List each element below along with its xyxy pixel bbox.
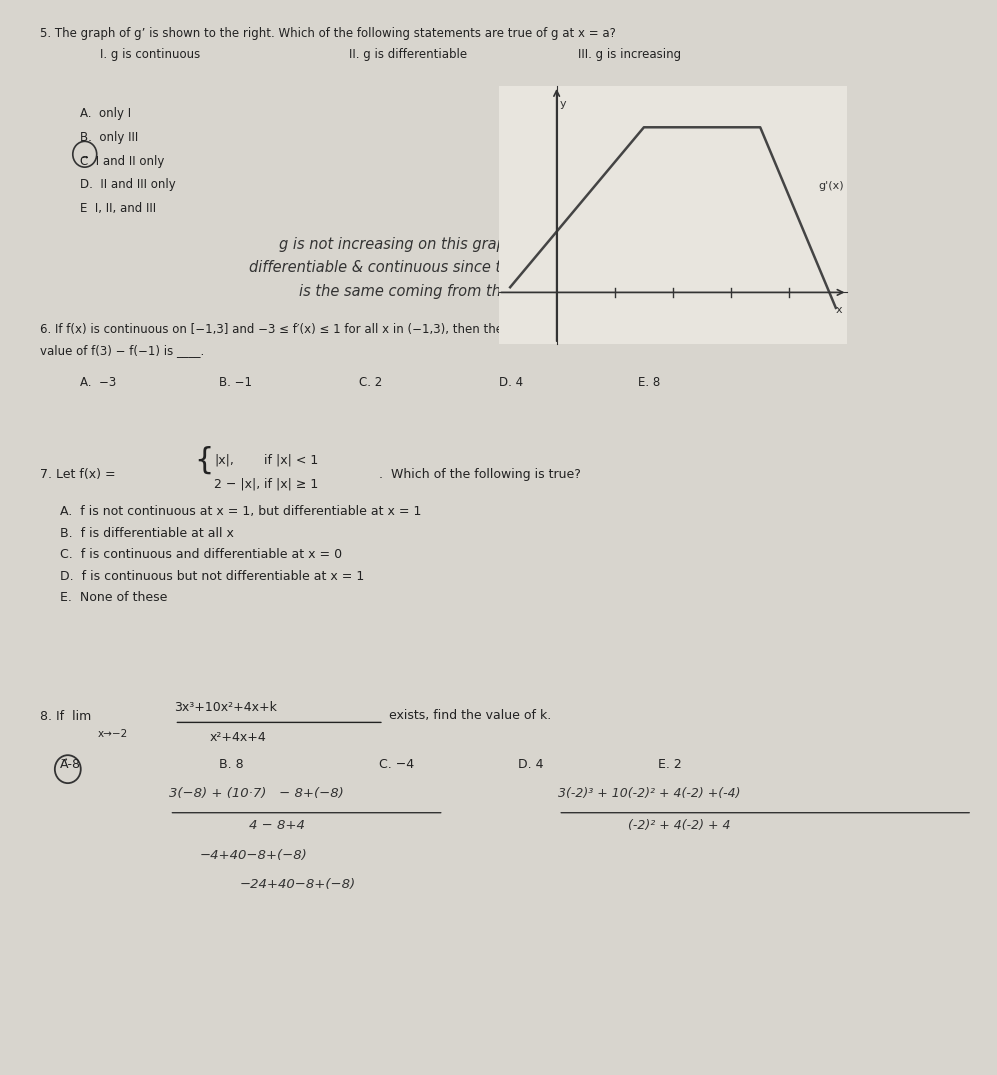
Text: 3(−8) + (10·7)   − 8+(−8): 3(−8) + (10·7) − 8+(−8)	[169, 787, 344, 800]
Text: 8. If  lim: 8. If lim	[40, 710, 91, 722]
Text: g'(x): g'(x)	[819, 182, 844, 191]
Text: A.  only I: A. only I	[80, 108, 131, 120]
Text: 3(-2)³ + 10(-2)² + 4(-2) +(-4): 3(-2)³ + 10(-2)² + 4(-2) +(-4)	[558, 787, 741, 800]
Text: I. g is continuous: I. g is continuous	[100, 48, 200, 61]
Text: 4 − 8+4: 4 − 8+4	[249, 819, 305, 832]
Text: D. 4: D. 4	[498, 376, 522, 389]
Text: −4+40−8+(−8): −4+40−8+(−8)	[199, 849, 307, 862]
Text: 3x³+10x²+4x+k: 3x³+10x²+4x+k	[174, 701, 277, 714]
Text: D.  f is continuous but not differentiable at x = 1: D. f is continuous but not differentiabl…	[60, 570, 364, 583]
Text: 2 − |x|,: 2 − |x|,	[214, 477, 260, 490]
Text: differentiable & continuous since the limit: differentiable & continuous since the li…	[249, 260, 556, 275]
Text: if |x| ≥ 1: if |x| ≥ 1	[264, 477, 318, 490]
Text: exists, find the value of k.: exists, find the value of k.	[389, 710, 551, 722]
Text: 5. The graph of g’ is shown to the right. Which of the following statements are : 5. The graph of g’ is shown to the right…	[40, 27, 616, 40]
Text: y: y	[559, 99, 566, 109]
Text: E. 8: E. 8	[638, 376, 660, 389]
Text: B. −1: B. −1	[219, 376, 252, 389]
Text: E.  None of these: E. None of these	[60, 591, 167, 604]
Text: C.  f is continuous and differentiable at x = 0: C. f is continuous and differentiable at…	[60, 548, 342, 561]
Text: {: {	[194, 446, 213, 474]
Text: g is not increasing on this graph but it is: g is not increasing on this graph but it…	[279, 236, 575, 252]
Text: (-2)² + 4(-2) + 4: (-2)² + 4(-2) + 4	[628, 819, 731, 832]
Text: |x|,: |x|,	[214, 454, 234, 467]
Text: value of f(3) − f(−1) is ____.: value of f(3) − f(−1) is ____.	[40, 344, 204, 357]
Text: D.  II and III only: D. II and III only	[80, 178, 175, 191]
Text: A.  −3: A. −3	[80, 376, 116, 389]
Text: C. −4: C. −4	[379, 758, 414, 771]
Text: B.  only III: B. only III	[80, 131, 138, 144]
Text: x²+4x+4: x²+4x+4	[209, 731, 266, 744]
Text: −24+40−8+(−8): −24+40−8+(−8)	[239, 878, 355, 891]
Text: D. 4: D. 4	[518, 758, 544, 771]
Text: B. 8: B. 8	[219, 758, 244, 771]
Text: B.  f is differentiable at all x: B. f is differentiable at all x	[60, 527, 233, 540]
Text: x→−2: x→−2	[98, 729, 128, 739]
Text: C⃗  I and II only: C⃗ I and II only	[80, 155, 165, 168]
Text: x: x	[835, 305, 842, 315]
Text: is the same coming from the left/right: is the same coming from the left/right	[299, 284, 578, 299]
Text: 7. Let f(x) =: 7. Let f(x) =	[40, 468, 120, 481]
Text: 6. If f(x) is continuous on [−1,3] and −3 ≤ f′(x) ≤ 1 for all x in (−1,3), then : 6. If f(x) is continuous on [−1,3] and −…	[40, 322, 608, 335]
Text: C. 2: C. 2	[359, 376, 382, 389]
Text: II. g is differentiable: II. g is differentiable	[349, 48, 467, 61]
Text: .  Which of the following is true?: . Which of the following is true?	[379, 468, 580, 481]
Text: A⃗-8: A⃗-8	[60, 758, 81, 771]
Text: E. 2: E. 2	[658, 758, 682, 771]
Text: III. g is increasing: III. g is increasing	[578, 48, 681, 61]
Text: E  I, II, and III: E I, II, and III	[80, 202, 156, 215]
Text: if |x| < 1: if |x| < 1	[264, 454, 318, 467]
Text: A.  f is not continuous at x = 1, but differentiable at x = 1: A. f is not continuous at x = 1, but dif…	[60, 505, 421, 518]
